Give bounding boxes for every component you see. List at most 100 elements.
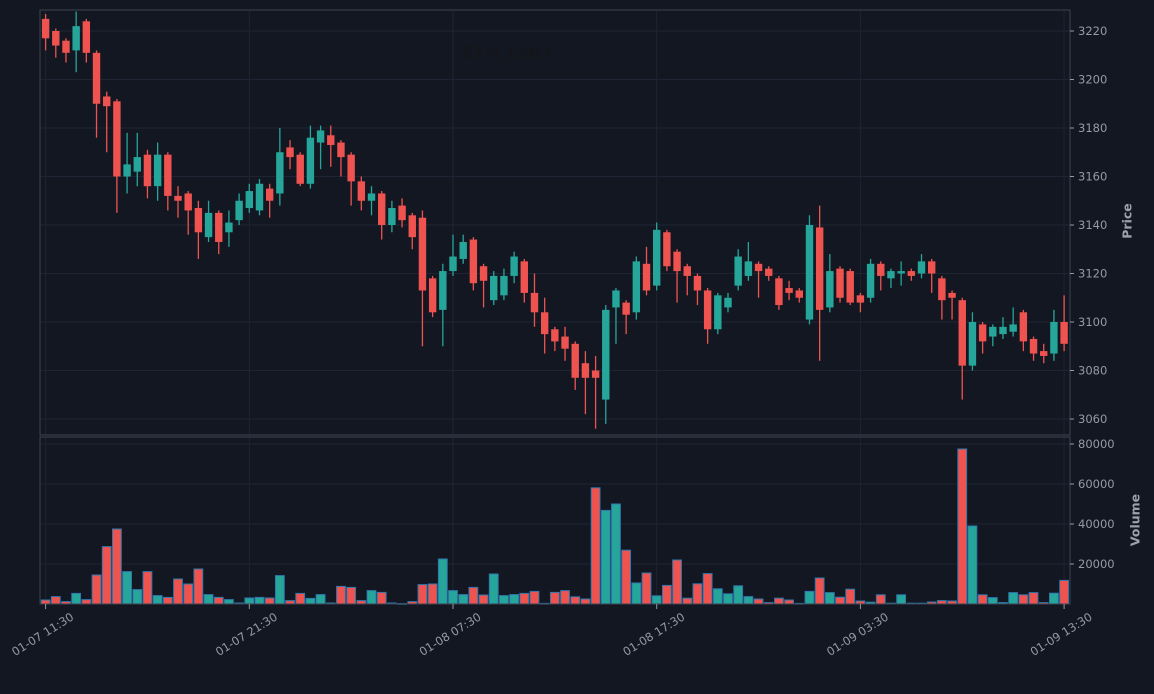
candle-body bbox=[215, 212, 223, 242]
candle-body bbox=[520, 261, 528, 293]
volume-bar bbox=[437, 558, 448, 605]
candle-body bbox=[826, 271, 834, 308]
price-tick-label: 3220 bbox=[1078, 24, 1107, 38]
volume-bar bbox=[203, 594, 214, 605]
volume-bar bbox=[753, 598, 764, 605]
volume-pane-border bbox=[39, 436, 1071, 605]
candle-body bbox=[337, 142, 345, 158]
candle-body bbox=[877, 263, 885, 276]
volume-bar bbox=[580, 598, 591, 605]
volume-bar bbox=[193, 568, 204, 605]
volume-bar bbox=[875, 594, 886, 605]
price-tick-label: 3080 bbox=[1078, 364, 1107, 378]
candle-body bbox=[693, 275, 702, 291]
candle-body bbox=[948, 292, 956, 298]
candle-body bbox=[255, 183, 264, 211]
candle-body bbox=[194, 208, 203, 233]
candle-body bbox=[184, 193, 192, 211]
volume-bar bbox=[600, 509, 611, 605]
volume-bar bbox=[50, 596, 61, 605]
volume-bar bbox=[824, 592, 835, 605]
volume-bar bbox=[641, 572, 652, 605]
candle-body bbox=[938, 278, 946, 301]
candle-body bbox=[724, 297, 732, 308]
volume-bar bbox=[896, 594, 907, 605]
volume-bar bbox=[111, 528, 122, 605]
candle-body bbox=[530, 292, 539, 313]
volume-bar bbox=[458, 594, 469, 605]
candle-body bbox=[714, 295, 722, 330]
volume-bar bbox=[509, 594, 520, 605]
volume-bar bbox=[774, 597, 784, 605]
candle-body bbox=[703, 290, 712, 330]
volume-bar bbox=[244, 597, 255, 605]
candle-body bbox=[245, 191, 253, 209]
volume-tick-label: 60000 bbox=[1078, 477, 1115, 491]
candle-body bbox=[388, 208, 396, 225]
candle-body bbox=[836, 268, 844, 298]
candle-body bbox=[744, 261, 753, 276]
x-tick-label: 01-08 17:30 bbox=[620, 610, 687, 659]
price-tick-label: 3140 bbox=[1078, 218, 1107, 232]
candle-body bbox=[622, 302, 630, 315]
volume-bar bbox=[682, 597, 693, 605]
candle-body bbox=[632, 261, 641, 313]
volume-bar bbox=[784, 599, 795, 605]
volume-bar bbox=[977, 594, 988, 605]
candle-body bbox=[469, 239, 478, 284]
candle-body bbox=[113, 101, 121, 177]
price-tick-label: 3160 bbox=[1078, 170, 1107, 184]
volume-bar bbox=[285, 600, 295, 605]
candle-body bbox=[428, 278, 437, 313]
candle-body bbox=[286, 147, 294, 158]
candle-body bbox=[347, 154, 355, 182]
volume-bar bbox=[132, 589, 143, 605]
candle-body bbox=[449, 256, 457, 272]
candle-body bbox=[306, 137, 315, 184]
candle-body bbox=[72, 26, 80, 51]
volume-bar bbox=[1059, 579, 1069, 605]
x-tick-label: 01-09 13:30 bbox=[1028, 610, 1095, 659]
candle-body bbox=[602, 309, 610, 400]
x-tick-label: 01-09 03:30 bbox=[824, 610, 891, 659]
candle-body bbox=[153, 154, 162, 187]
volume-bar bbox=[1049, 592, 1059, 605]
candle-body bbox=[927, 261, 936, 274]
candle-body bbox=[1050, 322, 1058, 354]
volume-bar bbox=[611, 503, 621, 605]
candle-body bbox=[866, 263, 875, 298]
candle-body bbox=[92, 52, 101, 104]
volume-bar bbox=[651, 595, 662, 605]
volume-bar bbox=[213, 596, 224, 605]
volume-bar bbox=[804, 590, 815, 605]
candle-body bbox=[123, 164, 131, 177]
candle-body bbox=[1060, 322, 1068, 344]
candle-body bbox=[327, 135, 335, 145]
candle-body bbox=[459, 241, 467, 259]
candle-body bbox=[82, 21, 91, 53]
candle-body bbox=[367, 193, 376, 201]
volume-bar bbox=[478, 594, 489, 605]
x-tick-label: 01-07 21:30 bbox=[213, 610, 280, 659]
volume-bar bbox=[733, 585, 744, 605]
candle-body bbox=[683, 266, 691, 276]
volume-bar bbox=[356, 600, 367, 605]
candle-body bbox=[856, 295, 865, 303]
candle-body bbox=[887, 271, 895, 279]
candle-body bbox=[490, 275, 498, 301]
candle-body bbox=[1040, 351, 1048, 356]
volume-bar bbox=[101, 546, 112, 605]
volume-bar bbox=[987, 597, 998, 605]
volume-bar bbox=[549, 591, 560, 605]
candle-body bbox=[897, 271, 905, 274]
candle-body bbox=[52, 31, 60, 46]
price-tick-label: 3120 bbox=[1078, 267, 1107, 281]
candle-body bbox=[316, 130, 325, 143]
volume-bar bbox=[274, 575, 285, 605]
volume-bar bbox=[814, 577, 825, 605]
candle-body bbox=[907, 271, 916, 276]
volume-bar bbox=[173, 578, 183, 605]
volume-bar bbox=[560, 590, 570, 605]
candle-body bbox=[561, 336, 569, 349]
